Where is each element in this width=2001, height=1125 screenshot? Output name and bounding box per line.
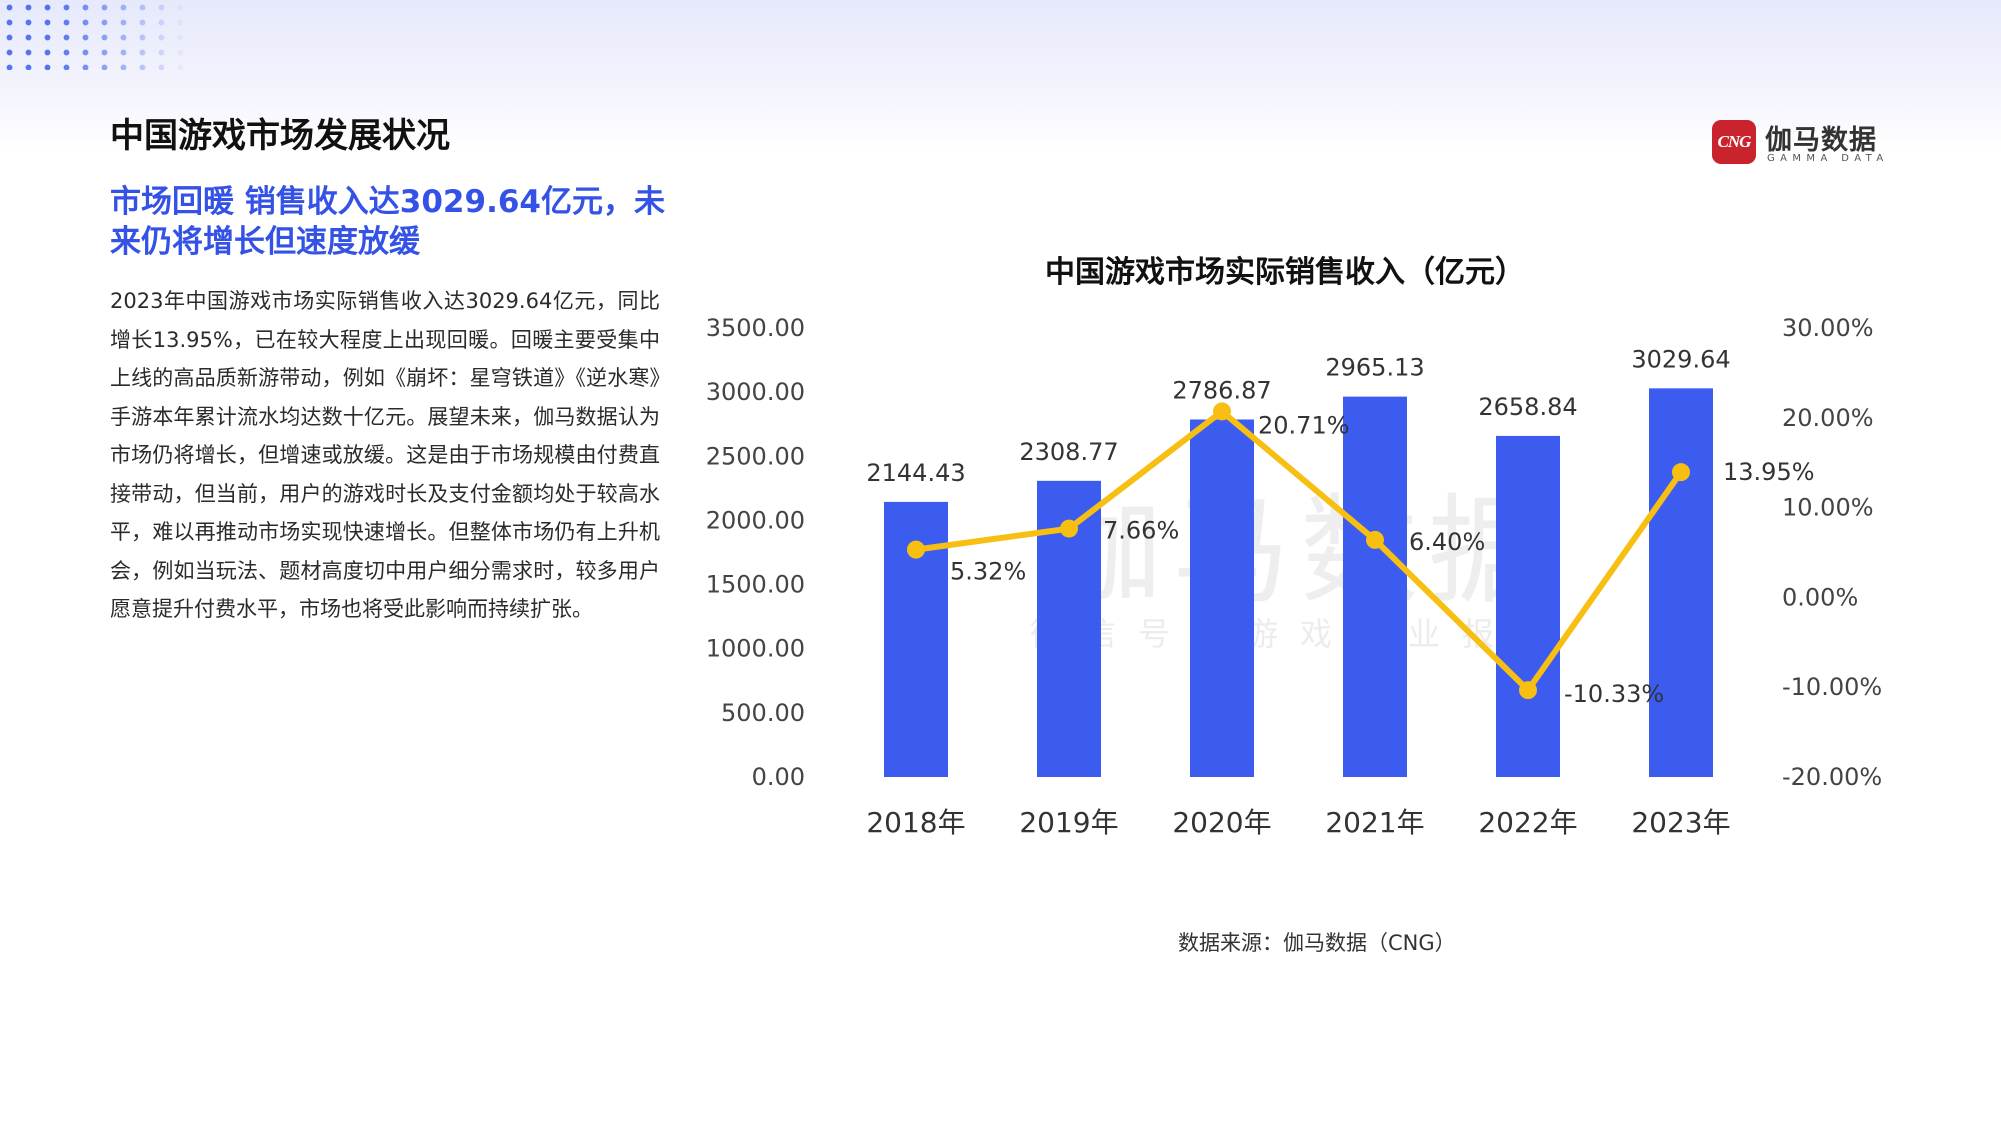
x-tick-label: 2023年 [1631,806,1730,839]
growth-point [1366,530,1384,549]
bar-value-label: 2965.13 [1325,354,1424,382]
growth-label: 6.40% [1409,528,1485,556]
y-right-tick-label: 20.00% [1782,404,1874,432]
growth-label: 5.32% [950,558,1026,586]
y-right-tick-label: -20.00% [1782,763,1882,791]
bar [1343,396,1407,777]
watermark-main: 伽马数据 [1044,482,1556,620]
y-right-tick-label: 0.00% [1782,583,1858,611]
gamma-data-logo: CNG 伽马数据 GAMMA DATA [1710,118,1890,168]
growth-point [907,540,925,559]
bar-value-label: 2144.43 [866,459,965,487]
headline: 市场回暖 销售收入达3029.64亿元，未来仍将增长但速度放缓 [110,184,665,260]
data-source: 数据来源：伽马数据（CNG） [1178,931,1456,955]
body-paragraph: 2023年中国游戏市场实际销售收入达3029.64亿元，同比增长13.95%，已… [110,289,660,621]
growth-label: 13.95% [1723,458,1815,486]
growth-line [913,408,1684,694]
y-right-tick-label: 30.00% [1782,314,1874,342]
y-left-tick-label: 1500.00 [706,571,805,599]
growth-label: 20.71% [1258,411,1350,439]
growth-point [1672,463,1690,482]
logo-name: 伽马数据 [1765,125,1877,156]
y-left-tick-label: 3500.00 [706,314,805,342]
y-right-tick-label: -10.00% [1782,673,1882,701]
y-left-tick-label: 500.00 [721,699,805,727]
y-left-tick-label: 1000.00 [706,635,805,663]
chart-title: 中国游戏市场实际销售收入（亿元） [1045,255,1525,290]
y-right-tick-label: 10.00% [1782,494,1874,522]
y-left-tick-label: 3000.00 [706,378,805,406]
bar-value-label: 2658.84 [1478,393,1577,421]
x-tick-label: 2018年 [866,806,965,839]
bar-value-label: 2308.77 [1019,438,1118,466]
y-left-tick-label: 2000.00 [706,506,805,534]
bar-value-label: 3029.64 [1631,345,1730,373]
growth-point [1213,402,1231,421]
logo-subtitle: GAMMA DATA [1767,153,1889,164]
bar-value-label: 2786.87 [1172,376,1271,404]
bar [1649,388,1713,777]
x-tick-label: 2019年 [1019,806,1118,839]
bar [1190,419,1254,777]
logo-badge: CNG [1712,120,1756,164]
y-left-tick-label: 2500.00 [706,442,805,470]
y-left-tick-label: 0.00 [752,763,805,791]
x-tick-label: 2021年 [1325,806,1424,839]
x-tick-label: 2022年 [1478,806,1577,839]
watermark-sub: 微信号：游戏产业报告 [1030,615,1570,653]
growth-label: -10.33% [1564,680,1664,708]
growth-point [1519,681,1537,700]
growth-point [1060,519,1078,538]
header-band [0,0,2001,150]
page-title: 中国游戏市场发展状况 [110,116,450,156]
bar [1496,435,1560,777]
dot-pattern-decoration [0,0,190,70]
x-tick-label: 2020年 [1172,806,1271,839]
growth-label: 7.66% [1103,517,1179,545]
